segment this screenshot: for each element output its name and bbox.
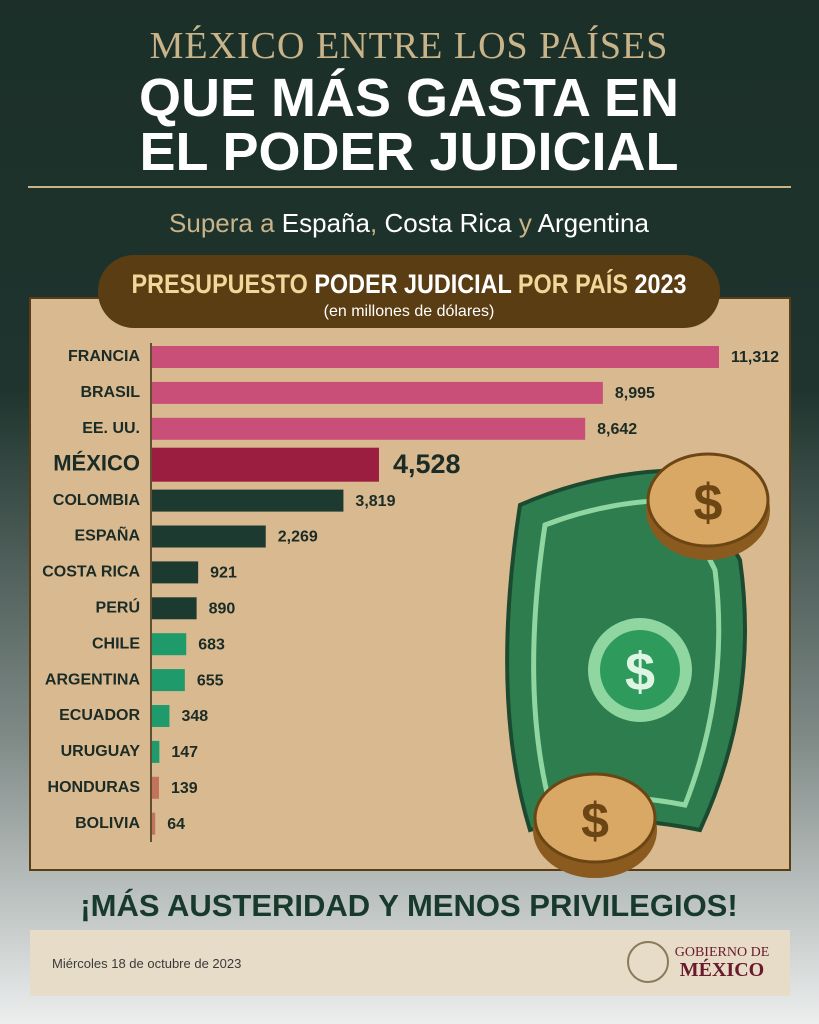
- category-label: ESPAÑA: [75, 525, 141, 545]
- bar: [152, 776, 159, 799]
- category-label: HONDURAS: [48, 779, 141, 796]
- footer: ¡MÁS AUSTERIDAD Y MENOS PRIVILEGIOS!: [80, 888, 737, 923]
- value-label: 2,269: [278, 529, 318, 546]
- value-label: 147: [171, 744, 198, 761]
- subtitle-part: España: [282, 208, 371, 238]
- value-label: 8,995: [615, 385, 655, 402]
- category-label: EE. UU.: [82, 420, 140, 437]
- bar: [152, 812, 156, 835]
- subtitle-part: Costa Rica: [384, 208, 512, 238]
- chart-title-pill: [98, 255, 720, 328]
- bar: [152, 525, 266, 548]
- value-label: 655: [197, 672, 224, 689]
- value-label: 4,528: [393, 449, 461, 479]
- subtitle-part: Argentina: [538, 208, 650, 238]
- category-label: BOLIVIA: [75, 815, 140, 832]
- bar: [152, 561, 199, 584]
- category-label: CHILE: [92, 635, 140, 652]
- bar: [152, 705, 170, 727]
- emblem: [627, 941, 669, 983]
- category-label: ECUADOR: [59, 707, 140, 724]
- category-label: COSTA RICA: [42, 564, 140, 581]
- bar: [152, 447, 379, 482]
- bars: FRANCIA 11,312 BRASIL 8,995 EE. UU. 8,642 MÉXI…: [42, 346, 779, 835]
- bar: [152, 597, 197, 620]
- logo-line: GOBIERNO DE: [675, 945, 770, 960]
- chart-subtitle: (en millones de dólares): [324, 303, 495, 320]
- bar: [152, 669, 185, 692]
- date: Miércoles 18 de octubre de 2023: [52, 956, 241, 971]
- coin-face: [533, 772, 657, 864]
- value-label: 348: [181, 708, 208, 725]
- bar: [152, 417, 586, 440]
- value-label: 139: [171, 780, 198, 797]
- subtitle-part: y: [519, 208, 532, 238]
- coin-icon: $: [581, 793, 609, 849]
- supertitle: MÉXICO ENTRE LOS PAÍSES: [150, 25, 669, 67]
- chart-title-part: PRESUPUESTO: [132, 269, 308, 299]
- value-label: 8,642: [597, 421, 637, 438]
- bar: [152, 346, 719, 368]
- category-label: COLOMBIA: [53, 492, 141, 509]
- chart-title: PRESUPUESTO PODER JUDICIAL POR PAÍS 2023: [132, 268, 687, 299]
- title-line: QUE MÁS GASTA EN: [139, 68, 679, 128]
- chart-title-part: 2023: [634, 269, 686, 299]
- subtitle-part: Supera a: [169, 208, 275, 238]
- dollar-icon: $: [625, 642, 655, 702]
- bill-seal-inner: [600, 630, 680, 710]
- category-label: BRASIL: [80, 384, 140, 401]
- bar: [152, 740, 160, 763]
- value-label: 890: [209, 601, 236, 618]
- category-label: FRANCIA: [68, 348, 140, 365]
- value-label: 683: [198, 636, 225, 653]
- category-label: MÉXICO: [53, 451, 140, 476]
- category-label: ARGENTINA: [45, 671, 141, 688]
- money-illustration: $ $ $: [505, 452, 770, 878]
- value-label: 921: [210, 565, 237, 582]
- bar: [152, 489, 344, 512]
- category-label: URUGUAY: [61, 743, 141, 760]
- logo-line: MÉXICO: [680, 958, 764, 981]
- title-line: EL PODER JUDICIAL: [139, 122, 678, 182]
- subtitle-part: ,: [370, 208, 377, 238]
- chart-title-part: POR PAÍS: [518, 268, 628, 299]
- chart-title-part: PODER JUDICIAL: [314, 269, 511, 299]
- value-label: 11,312: [731, 349, 779, 366]
- bar: [152, 381, 603, 404]
- footer-strip: [30, 930, 790, 996]
- coin-icon: $: [694, 474, 723, 532]
- subtitle: Supera a España, Costa Rica y Argentina: [169, 208, 649, 238]
- value-label: 3,819: [355, 493, 395, 510]
- bar: [152, 633, 187, 656]
- coin-face: [646, 452, 770, 548]
- category-label: PERÚ: [96, 598, 140, 617]
- value-label: 64: [167, 816, 185, 833]
